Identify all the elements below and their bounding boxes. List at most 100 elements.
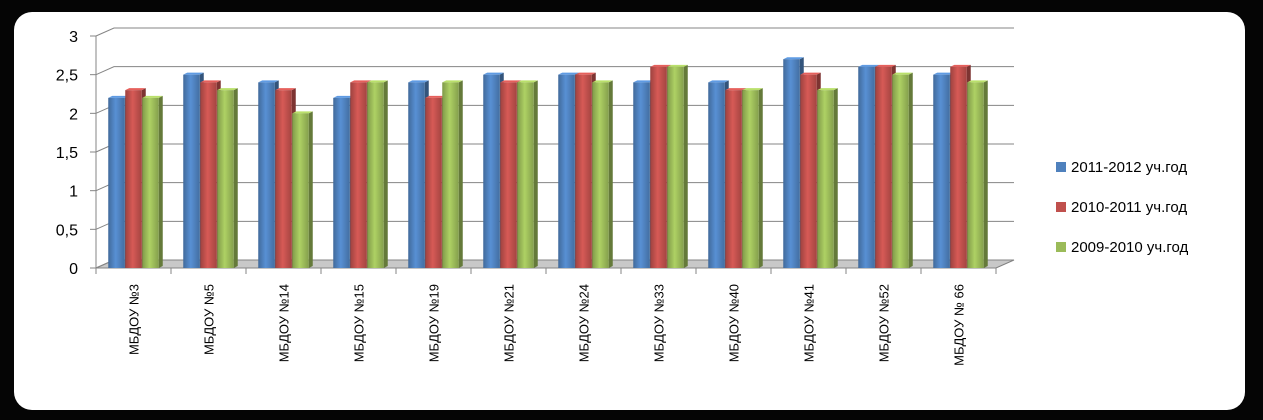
x-category-label: МБДОУ №15 xyxy=(352,284,367,362)
bar-front xyxy=(742,90,759,268)
bar-top xyxy=(142,95,163,98)
bar-front xyxy=(258,82,275,269)
legend-swatch xyxy=(1056,202,1066,212)
bar-top xyxy=(108,95,129,98)
y-tick-label: 0 xyxy=(69,261,78,278)
bar-3 xyxy=(517,80,538,269)
bar-front xyxy=(575,74,592,269)
bar-front xyxy=(950,66,967,268)
bar-front xyxy=(558,74,575,269)
bar-top xyxy=(667,64,688,67)
bar-front xyxy=(275,90,292,268)
x-category-label: МБДОУ №5 xyxy=(202,284,217,355)
bar-side xyxy=(383,80,388,269)
bar-front xyxy=(333,97,350,268)
bar-front xyxy=(183,74,200,269)
y-tick-label: 0,5 xyxy=(56,222,78,239)
bar-top xyxy=(558,72,579,75)
x-category-label: МБДОУ №14 xyxy=(277,284,292,362)
bar-top xyxy=(800,72,821,75)
bar-front xyxy=(875,66,892,268)
x-category-label: МБДОУ №21 xyxy=(502,284,517,362)
bar-front xyxy=(725,90,742,268)
bar-top xyxy=(425,95,446,98)
bar-side xyxy=(983,80,988,269)
bars xyxy=(108,57,988,269)
bar-3 xyxy=(292,111,313,268)
bar-side xyxy=(233,88,238,268)
bar-top xyxy=(125,88,146,91)
bar-front xyxy=(350,82,367,269)
bar-top xyxy=(650,64,671,67)
legend: 2011-2012 уч.год 2010-2011 уч.год 2009-201… xyxy=(1056,159,1189,256)
bar-side xyxy=(533,80,538,269)
x-category-label: МБДОУ № 66 xyxy=(952,284,967,366)
bar-3 xyxy=(892,72,913,269)
bar-3 xyxy=(142,95,163,268)
bar-front xyxy=(483,74,500,269)
bar-top xyxy=(783,57,804,60)
bar-side xyxy=(683,64,688,268)
bar-front xyxy=(500,82,517,269)
bar-top xyxy=(517,80,538,83)
x-category-label: МБДОУ №3 xyxy=(127,284,142,355)
bar-side xyxy=(308,111,313,268)
bar-3 xyxy=(367,80,388,269)
bar-front xyxy=(292,113,309,268)
bar-side xyxy=(908,72,913,269)
bar-front xyxy=(108,97,125,268)
bar-top xyxy=(442,80,463,83)
bar-top xyxy=(292,111,313,114)
bar-3 xyxy=(667,64,688,268)
bar-front xyxy=(650,66,667,268)
bar-top xyxy=(408,80,429,83)
bar-top xyxy=(183,72,204,75)
bar-front xyxy=(667,66,684,268)
bar-top xyxy=(575,72,596,75)
bar-3 xyxy=(742,88,763,268)
bar-front xyxy=(142,97,159,268)
bar-top xyxy=(483,72,504,75)
bar-top xyxy=(817,88,838,91)
legend-label: 2009-2010 уч.год xyxy=(1071,239,1189,256)
bar-top xyxy=(217,88,238,91)
bar-top xyxy=(950,64,971,67)
bar-front xyxy=(425,97,442,268)
bar-top xyxy=(350,80,371,83)
y-tick-label: 1,5 xyxy=(56,145,78,162)
bar-top xyxy=(892,72,913,75)
x-category-label: МБДОУ №19 xyxy=(427,284,442,362)
bar-front xyxy=(408,82,425,269)
bar-top xyxy=(933,72,954,75)
y-tick-label: 1 xyxy=(69,184,78,201)
y-tick-label: 2 xyxy=(69,106,78,123)
bar-front xyxy=(708,82,725,269)
bar-top xyxy=(592,80,613,83)
bar-top xyxy=(967,80,988,83)
bar-top xyxy=(500,80,521,83)
axis-labels: 0 0,5 1 1,5 2 2,5 3 МБДОУ №3 МБДОУ №5 МБДОУ №14 МБ… xyxy=(56,29,967,366)
legend-swatch xyxy=(1056,162,1066,172)
bar-front xyxy=(892,74,909,269)
bar-3 xyxy=(967,80,988,269)
bar-top xyxy=(875,64,896,67)
bar-front xyxy=(517,82,534,269)
bar-3 xyxy=(592,80,613,269)
bar-top xyxy=(742,88,763,91)
bar-front xyxy=(367,82,384,269)
x-category-label: МБДОУ №24 xyxy=(577,284,592,362)
x-category-label: МБДОУ №41 xyxy=(802,284,817,362)
legend-swatch xyxy=(1056,242,1066,252)
bar-side xyxy=(458,80,463,269)
x-category-label: МБДОУ №52 xyxy=(877,284,892,362)
bar-front xyxy=(933,74,950,269)
bar-front xyxy=(783,59,800,269)
bar-top xyxy=(858,64,879,67)
legend-label: 2011-2012 уч.год xyxy=(1071,159,1187,176)
bar-top xyxy=(633,80,654,83)
legend-label: 2010-2011 уч.год xyxy=(1071,199,1187,216)
bar-front xyxy=(592,82,609,269)
bar-front xyxy=(858,66,875,268)
